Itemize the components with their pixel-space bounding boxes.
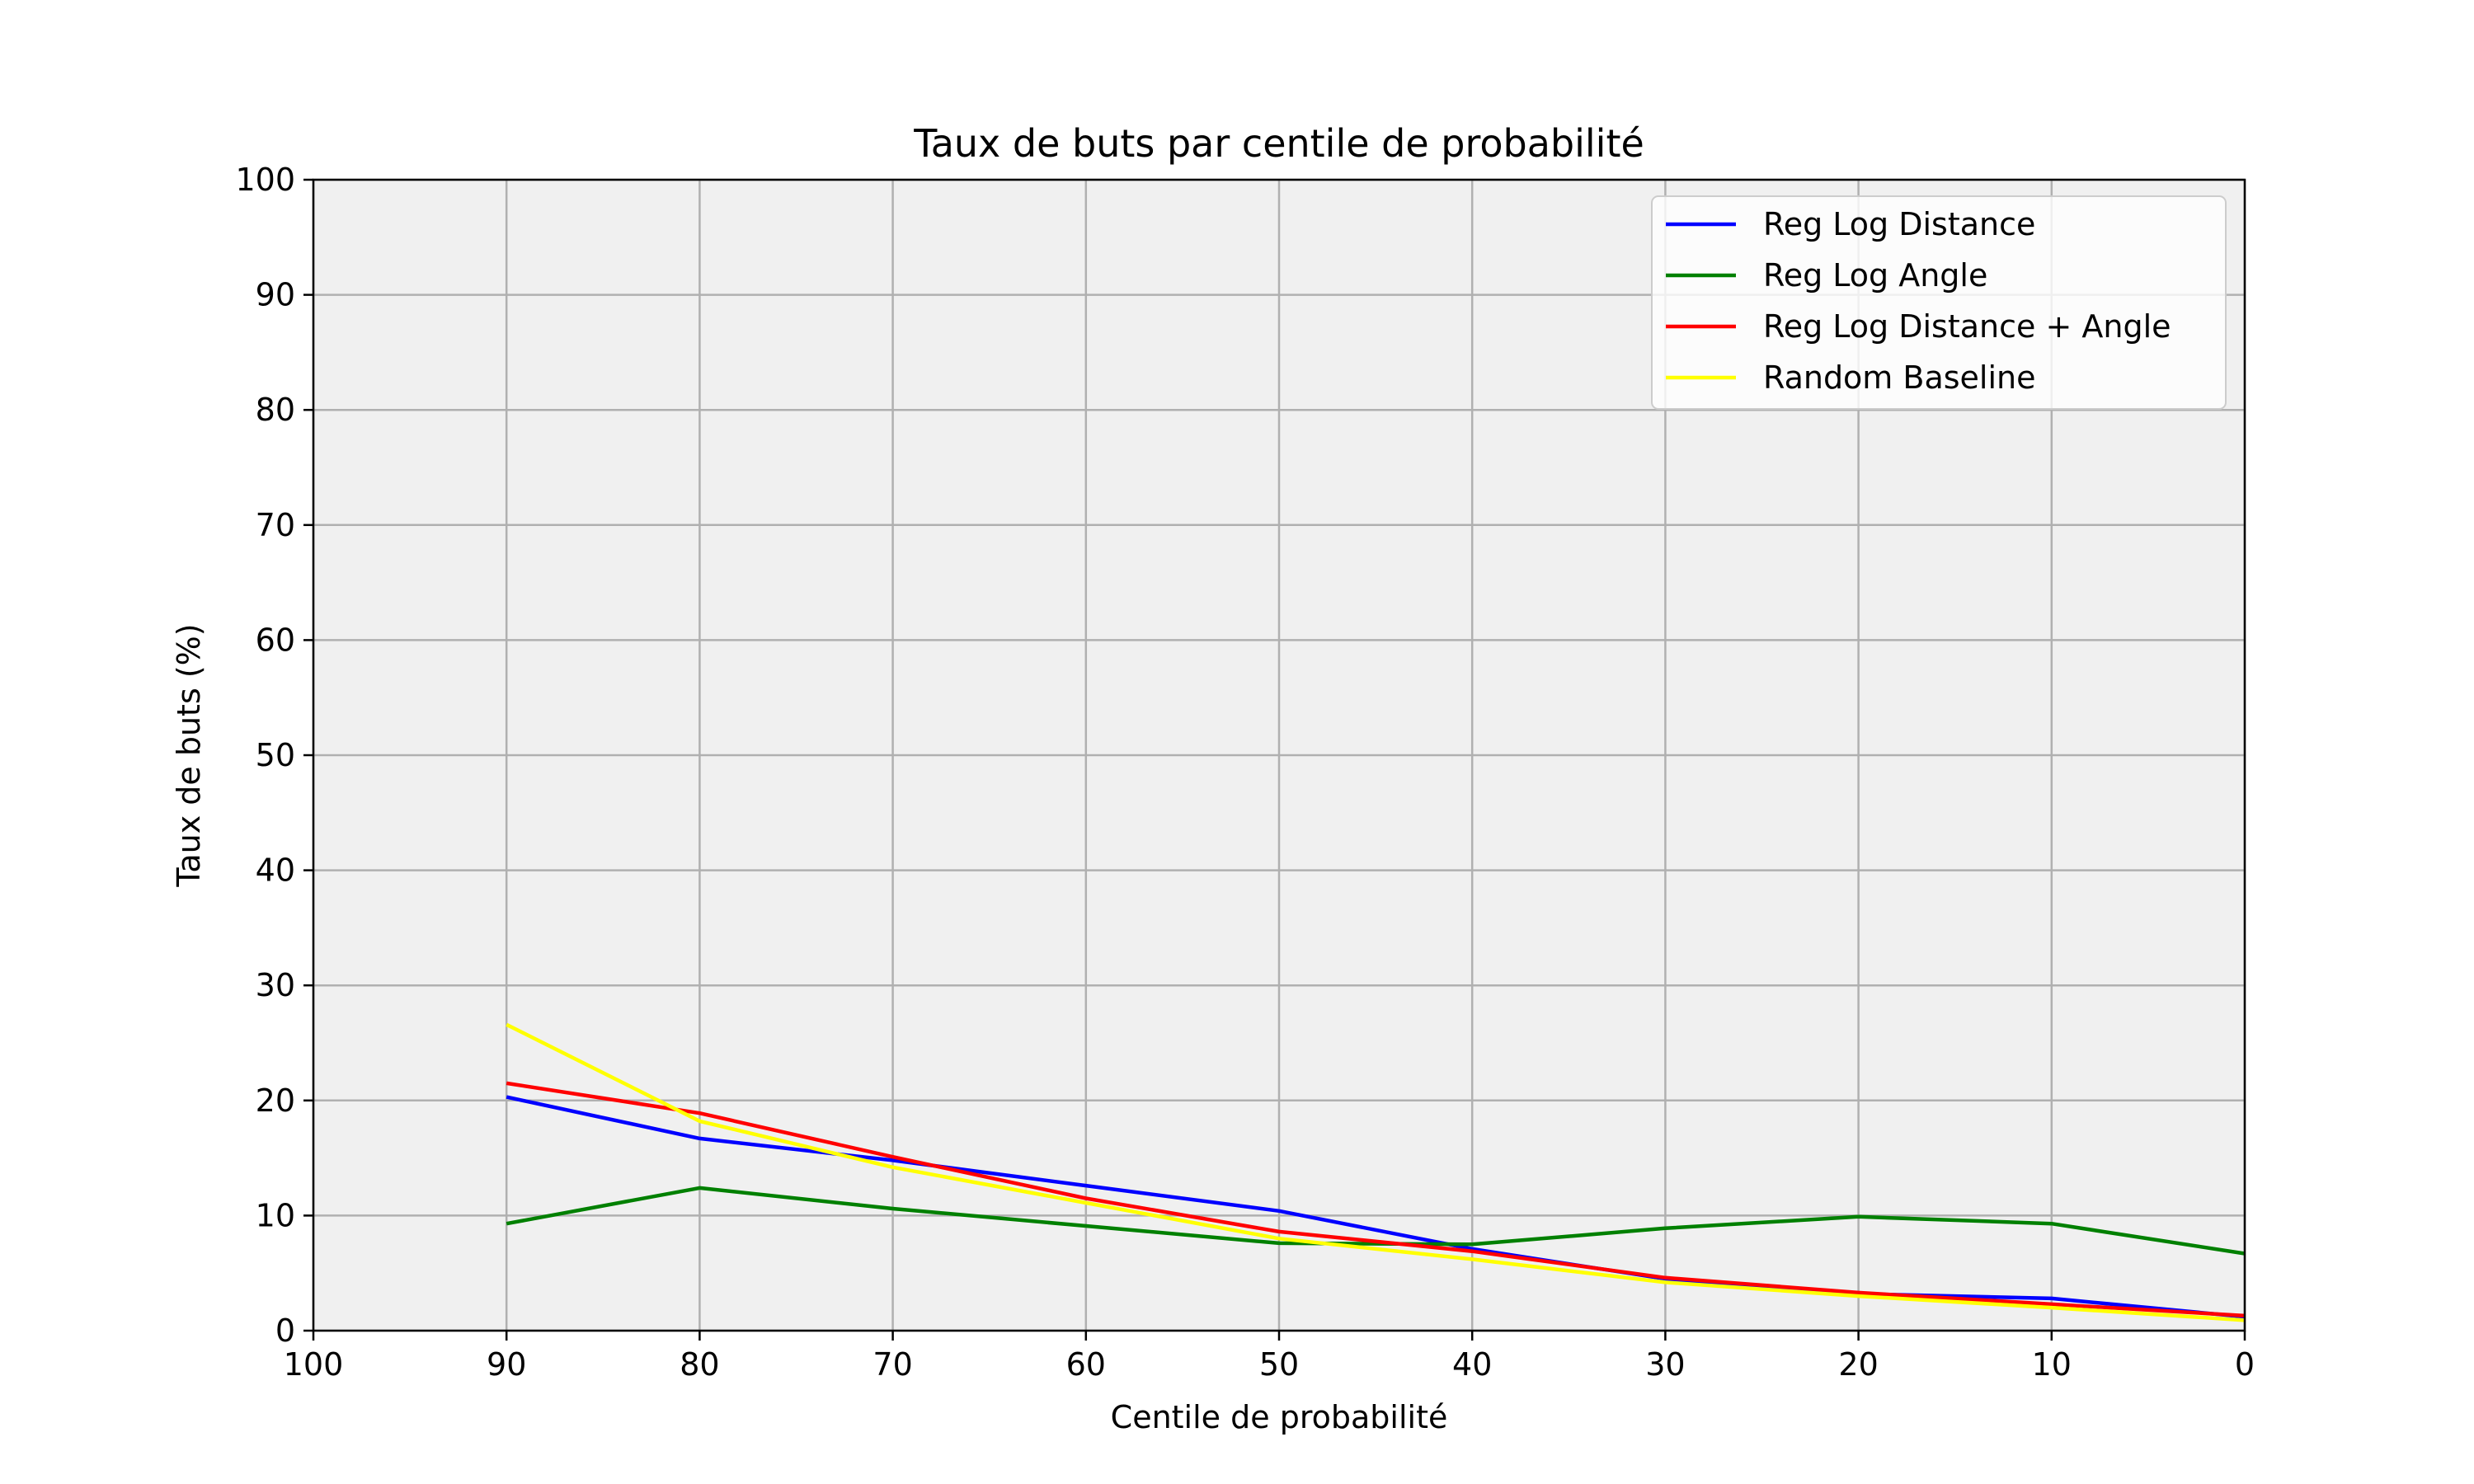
chart-title: Taux de buts par centile de probabilité <box>913 121 1644 166</box>
series-line <box>506 1081 2246 1318</box>
x-tick-label: 10 <box>2032 1346 2072 1383</box>
y-axis: 0 10 20 30 40 50 60 70 80 90 100 <box>235 162 313 1349</box>
x-tick-label: 30 <box>1645 1346 1685 1383</box>
legend-box <box>1651 195 2227 410</box>
x-axis: 100 90 80 70 60 50 40 30 20 10 0 <box>284 1331 2255 1383</box>
x-tick-label: 20 <box>1838 1346 1878 1383</box>
y-tick-label: 70 <box>256 507 295 543</box>
y-tick-label: 50 <box>256 737 295 773</box>
y-tick-label: 60 <box>256 622 295 658</box>
x-tick-label: 0 <box>2235 1346 2255 1383</box>
series-lines <box>506 1022 2246 1322</box>
x-tick-label: 80 <box>680 1346 719 1383</box>
y-tick-label: 80 <box>256 392 295 428</box>
legend-label: Reg Log Distance + Angle <box>1763 308 2171 345</box>
series-line <box>506 1022 2246 1322</box>
y-tick-label: 40 <box>256 852 295 889</box>
x-tick-label: 100 <box>284 1346 344 1383</box>
y-tick-label: 30 <box>256 967 295 1003</box>
y-tick-label: 100 <box>235 162 295 198</box>
legend-label: Random Baseline <box>1763 359 2036 396</box>
y-tick-label: 20 <box>256 1082 295 1119</box>
x-axis-title: Centile de probabilité <box>1111 1399 1448 1435</box>
y-tick-label: 90 <box>256 277 295 313</box>
x-tick-label: 70 <box>872 1346 912 1383</box>
x-tick-label: 40 <box>1452 1346 1492 1383</box>
series-line <box>506 1095 2246 1319</box>
x-tick-label: 50 <box>1259 1346 1299 1383</box>
legend: Reg Log Distance Reg Log Angle Reg Log Dis… <box>1651 195 2227 410</box>
series-line <box>506 1186 2246 1256</box>
y-tick-label: 0 <box>275 1313 295 1349</box>
x-tick-label: 60 <box>1066 1346 1106 1383</box>
legend-label: Reg Log Angle <box>1763 257 1987 294</box>
x-tick-label: 90 <box>487 1346 526 1383</box>
y-tick-label: 10 <box>256 1197 295 1233</box>
legend-label: Reg Log Distance <box>1763 206 2035 242</box>
y-axis-title: Taux de buts (%) <box>171 623 207 887</box>
